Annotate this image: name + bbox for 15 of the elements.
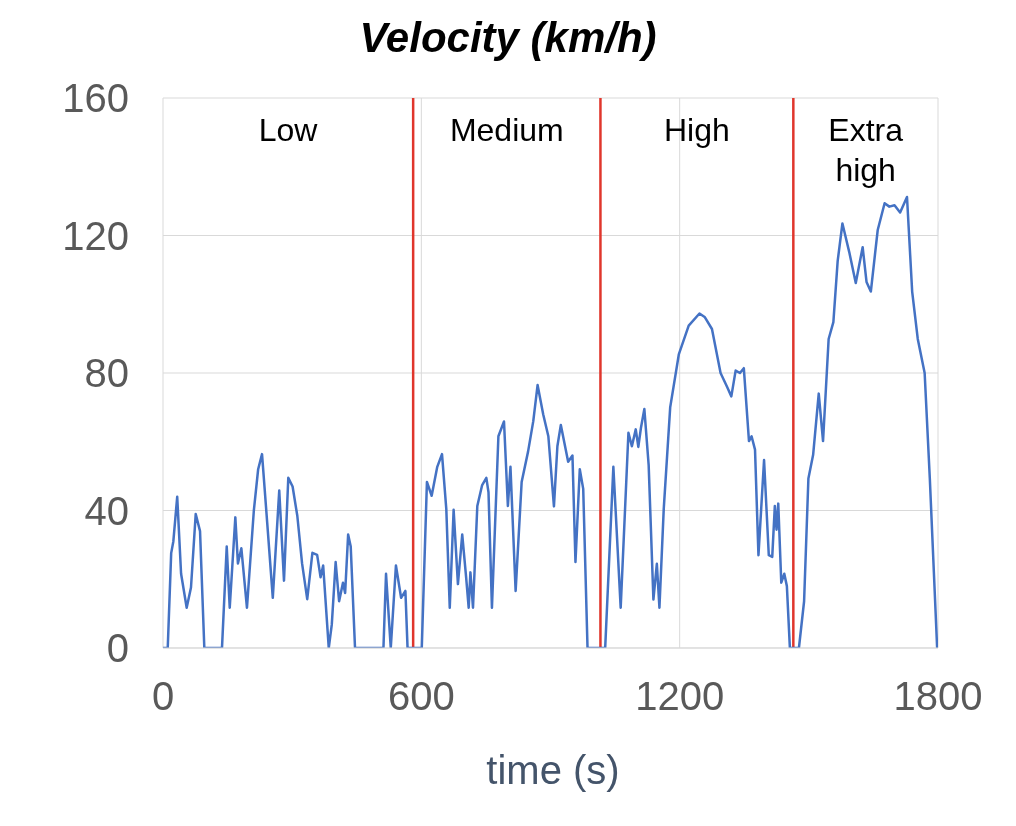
annotation: High bbox=[663, 112, 730, 148]
x-tick-label: 600 bbox=[387, 674, 455, 719]
y-tick-label: 120 bbox=[62, 213, 129, 258]
x-tick-label: 1200 bbox=[635, 674, 725, 719]
y-tick-label: 160 bbox=[62, 76, 129, 121]
x-tick-label: 0 bbox=[151, 674, 175, 719]
annotation: Extra high bbox=[828, 112, 904, 188]
y-tick-label: 80 bbox=[84, 351, 129, 396]
annotation: Low bbox=[258, 112, 319, 148]
x-tick-label: 1800 bbox=[893, 674, 983, 719]
annotation: Medium bbox=[449, 112, 564, 148]
y-tick-label: 40 bbox=[84, 488, 129, 533]
chart-title: Velocity (km/h) bbox=[358, 13, 658, 63]
y-tick-label: 0 bbox=[106, 626, 129, 671]
x-axis-title: time (s) bbox=[485, 748, 621, 793]
